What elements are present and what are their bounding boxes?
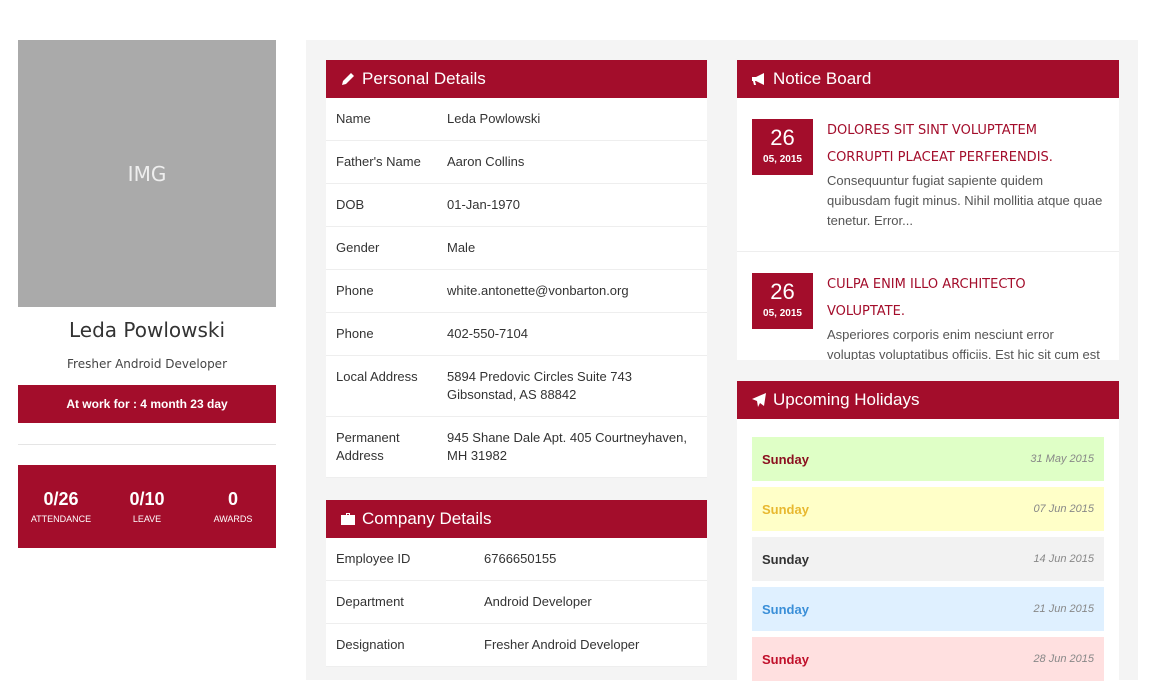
- panel-title: Notice Board: [773, 69, 872, 88]
- stats: 0/26 ATTENDANCE 0/10 LEAVE 0 AWARDS: [18, 465, 276, 548]
- row-label: Name: [336, 111, 371, 126]
- notice-title: DOLORES SIT SINT VOLUPTATEM CORRUPTI PLA…: [827, 123, 1053, 165]
- row-value: 5894 Predovic Circles Suite 743 Gibsonst…: [447, 369, 632, 402]
- holiday: Sunday 21 Jun 2015: [752, 587, 1104, 631]
- holiday-day: Sunday: [762, 551, 809, 567]
- stat: 0/10 LEAVE: [104, 489, 190, 548]
- icon: [341, 513, 355, 525]
- stat-value: 0/10: [129, 489, 165, 509]
- at-work: At work for : 4 month 23 day: [18, 385, 276, 423]
- holiday-date: 14 Jun 2015: [1033, 553, 1094, 565]
- holiday: Sunday 28 Jun 2015: [752, 637, 1104, 681]
- panel-title: Personal Details: [362, 69, 486, 88]
- detail-row: Local Address 5894 Predovic Circles Suite…: [326, 356, 707, 417]
- row-label: Employee ID: [336, 551, 411, 566]
- panel-title: Company Details: [362, 509, 492, 528]
- row-value: 402-550-7104: [447, 326, 528, 341]
- row-label: Local Address: [336, 369, 418, 384]
- date-month: 05, 2015: [763, 308, 802, 319]
- stat-label: LEAVE: [132, 514, 162, 524]
- stat-label: ATTENDANCE: [30, 514, 92, 524]
- detail-row: Name Leda Powlowski: [326, 98, 707, 141]
- page: IMG Leda Powlowski Fresher Android Devel…: [18, 40, 1138, 681]
- date-month: 05, 2015: [763, 154, 802, 165]
- holiday-day: Sunday: [762, 451, 809, 467]
- icon: [752, 73, 764, 85]
- row-value: Aaron Collins: [447, 154, 525, 169]
- icon: [752, 393, 766, 407]
- holiday: Sunday 14 Jun 2015: [752, 537, 1104, 581]
- holiday-date: 07 Jun 2015: [1033, 503, 1094, 515]
- personal-details: Personal Details Name Leda Powlowski Fathe…: [326, 60, 707, 478]
- notice: 26 05, 2015 CULPA ENIM ILLO ARCHITECTO VOL…: [737, 252, 1119, 360]
- stat-value: 0: [227, 489, 238, 509]
- divider: [18, 444, 276, 445]
- row-value: white.antonette@vonbarton.org: [447, 283, 629, 298]
- detail-row: Phone white.antonette@vonbarton.org: [326, 270, 707, 313]
- holiday: Sunday 31 May 2015: [752, 437, 1104, 481]
- row-value: 6766650155: [484, 551, 557, 566]
- row-value: 01-Jan-1970: [447, 197, 520, 212]
- notice-body: Consequuntur fugiat sapiente quidem quib…: [827, 173, 1103, 228]
- detail-row: Designation Fresher Android Developer: [326, 624, 707, 667]
- row-label: Phone: [336, 326, 374, 341]
- company-details: Company Details Employee ID 6766650155 Dep…: [326, 500, 707, 667]
- detail-row: Permanent Address 945 Shane Dale Apt. 405…: [326, 417, 707, 478]
- row-label: Gender: [336, 240, 380, 255]
- icon: [342, 73, 354, 85]
- row-value: Fresher Android Developer: [484, 637, 640, 652]
- row-label: Permanent Address: [336, 430, 400, 463]
- profile-name: Leda Powlowski: [68, 318, 226, 342]
- main-panel: Personal Details Name Leda Powlowski Fathe…: [306, 40, 1138, 681]
- detail-row: Employee ID 6766650155: [326, 538, 707, 581]
- date-day: 26: [770, 125, 795, 150]
- holiday-date: 31 May 2015: [1030, 453, 1094, 465]
- notice-board: Notice Board 26 05, 2015 DOLORES SIT SINT …: [737, 60, 1119, 360]
- panel-header: Notice Board: [737, 60, 1119, 98]
- date-box: 26 05, 2015: [752, 273, 813, 329]
- detail-row: Father's Name Aaron Collins: [326, 141, 707, 184]
- stat: 0/26 ATTENDANCE: [18, 489, 104, 548]
- holiday-date: 21 Jun 2015: [1033, 603, 1094, 615]
- detail-row: DOB 01-Jan-1970: [326, 184, 707, 227]
- row-value: Android Developer: [484, 594, 592, 609]
- holiday: Sunday 07 Jun 2015: [752, 487, 1104, 531]
- notice: 26 05, 2015 DOLORES SIT SINT VOLUPTATEM CO…: [737, 98, 1119, 252]
- row-label: Department: [336, 594, 404, 609]
- notice-body: Asperiores corporis enim nesciunt error …: [827, 327, 1100, 360]
- panel-header: Company Details: [326, 500, 707, 538]
- panel-header: Personal Details: [326, 60, 707, 98]
- holiday-date: 28 Jun 2015: [1033, 653, 1094, 665]
- profile-role: Fresher Android Developer: [67, 357, 227, 371]
- row-value: Leda Powlowski: [447, 111, 541, 126]
- panel-title: Upcoming Holidays: [773, 390, 920, 409]
- detail-row: Department Android Developer: [326, 581, 707, 624]
- row-label: Father's Name: [336, 154, 421, 169]
- stat: 0 AWARDS: [190, 489, 276, 548]
- holiday-day: Sunday: [762, 601, 809, 617]
- stat-value: 0/26: [43, 489, 79, 509]
- row-value: Male: [447, 240, 476, 255]
- date-box: 26 05, 2015: [752, 119, 813, 175]
- notice-title: CULPA ENIM ILLO ARCHITECTO VOLUPTATE.: [827, 277, 1026, 319]
- upcoming-holidays: Upcoming Holidays Sunday 31 May 2015 Sunda…: [737, 381, 1119, 681]
- row-label: Designation: [336, 637, 405, 652]
- detail-row: Gender Male: [326, 227, 707, 270]
- row-label: Phone: [336, 283, 374, 298]
- row-value: 945 Shane Dale Apt. 405 Courtneyhaven, M…: [447, 430, 687, 463]
- holiday-day: Sunday: [762, 651, 809, 667]
- row-label: DOB: [336, 197, 365, 212]
- profile-image: IMG: [18, 40, 276, 307]
- panel-header: Upcoming Holidays: [737, 381, 1119, 419]
- detail-row: Phone 402-550-7104: [326, 313, 707, 356]
- holiday-day: Sunday: [762, 501, 809, 517]
- date-day: 26: [770, 279, 795, 304]
- stat-label: AWARDS: [213, 514, 253, 524]
